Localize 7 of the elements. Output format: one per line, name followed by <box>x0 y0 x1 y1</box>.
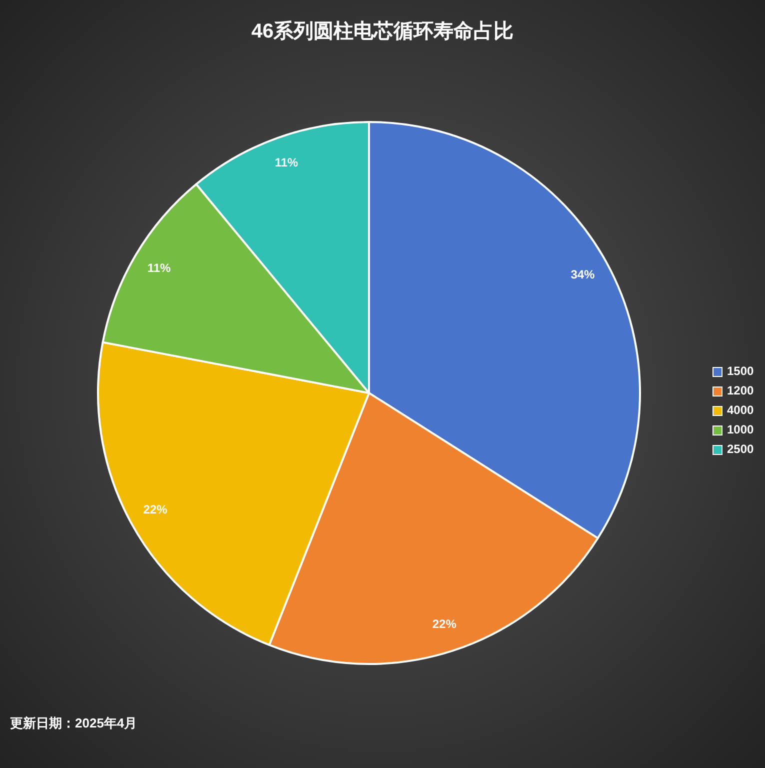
legend-label: 1500 <box>727 364 754 378</box>
legend-label: 4000 <box>727 403 754 418</box>
legend-label: 1200 <box>727 384 754 398</box>
legend-label: 2500 <box>727 442 754 456</box>
annotation: 更新日期：2025年4月 <box>10 715 138 730</box>
legend-label: 1000 <box>727 422 754 437</box>
title: 46系列圆柱电芯循环寿命占比 <box>251 20 514 42</box>
